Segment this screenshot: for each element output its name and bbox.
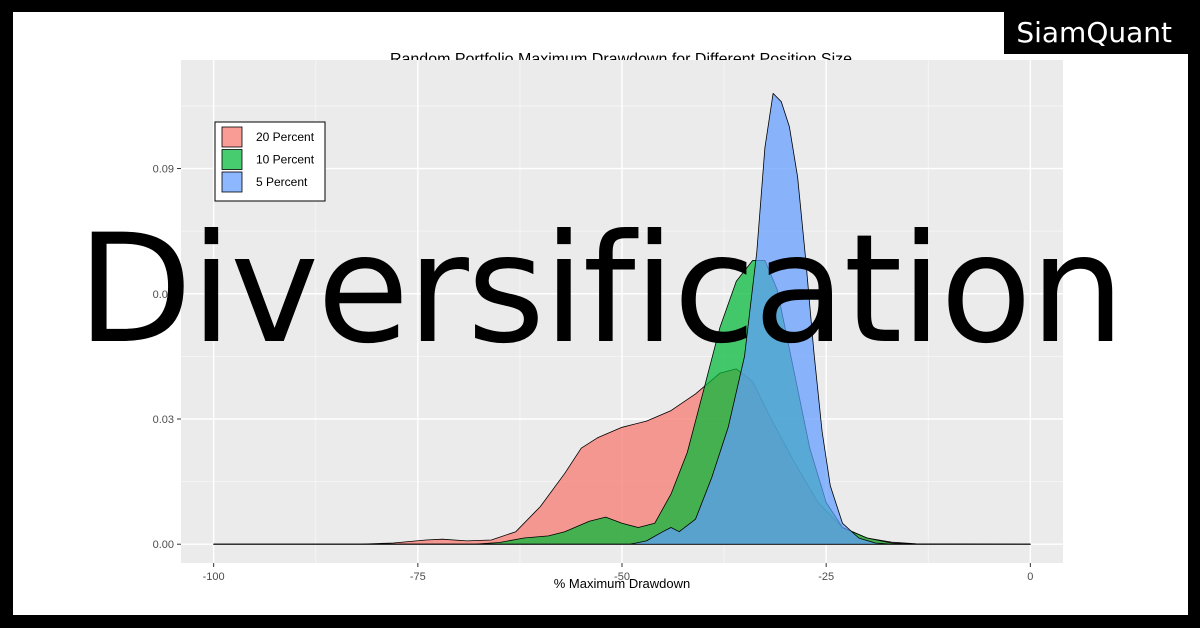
density-chart: Random Portfolio Maximum Drawdown for Di… (153, 51, 1063, 591)
legend-swatch-5-percent (221, 171, 243, 193)
legend-swatch-10-percent (221, 149, 243, 170)
brand-logo: SiamQuant (1004, 12, 1188, 54)
x-tick-label: -50 (614, 571, 630, 583)
legend-label: 20 Percent (256, 130, 315, 144)
overlay-title: Diversification (77, 203, 1125, 377)
legend-label: 5 Percent (256, 175, 308, 189)
legend-label: 10 Percent (256, 153, 315, 167)
chart-canvas: Random Portfolio Maximum Drawdown for Di… (13, 12, 1188, 615)
density-area-10-percent (213, 260, 1031, 545)
x-tick-label: -75 (410, 571, 426, 583)
density-areas (213, 93, 1031, 545)
x-axis-ticks: -100 -75 -50 -25 0 (203, 563, 1033, 583)
y-tick-label: 0.09 (153, 164, 174, 176)
y-axis-ticks: 0.00 0.03 0.06 0.09 (153, 164, 181, 551)
x-tick-label: -100 (203, 571, 225, 583)
y-tick-label: 0.06 (153, 289, 174, 301)
x-tick-label: 0 (1027, 571, 1033, 583)
legend-swatch-20-percent (221, 126, 243, 148)
y-tick-label: 0.03 (153, 414, 174, 426)
y-tick-label: 0.00 (153, 539, 174, 551)
x-axis-label: % Maximum Drawdown (554, 576, 691, 591)
density-area-5-percent (213, 93, 1031, 545)
x-tick-label: -25 (818, 571, 834, 583)
legend: 20 Percent 10 Percent 5 Percent (214, 121, 326, 202)
